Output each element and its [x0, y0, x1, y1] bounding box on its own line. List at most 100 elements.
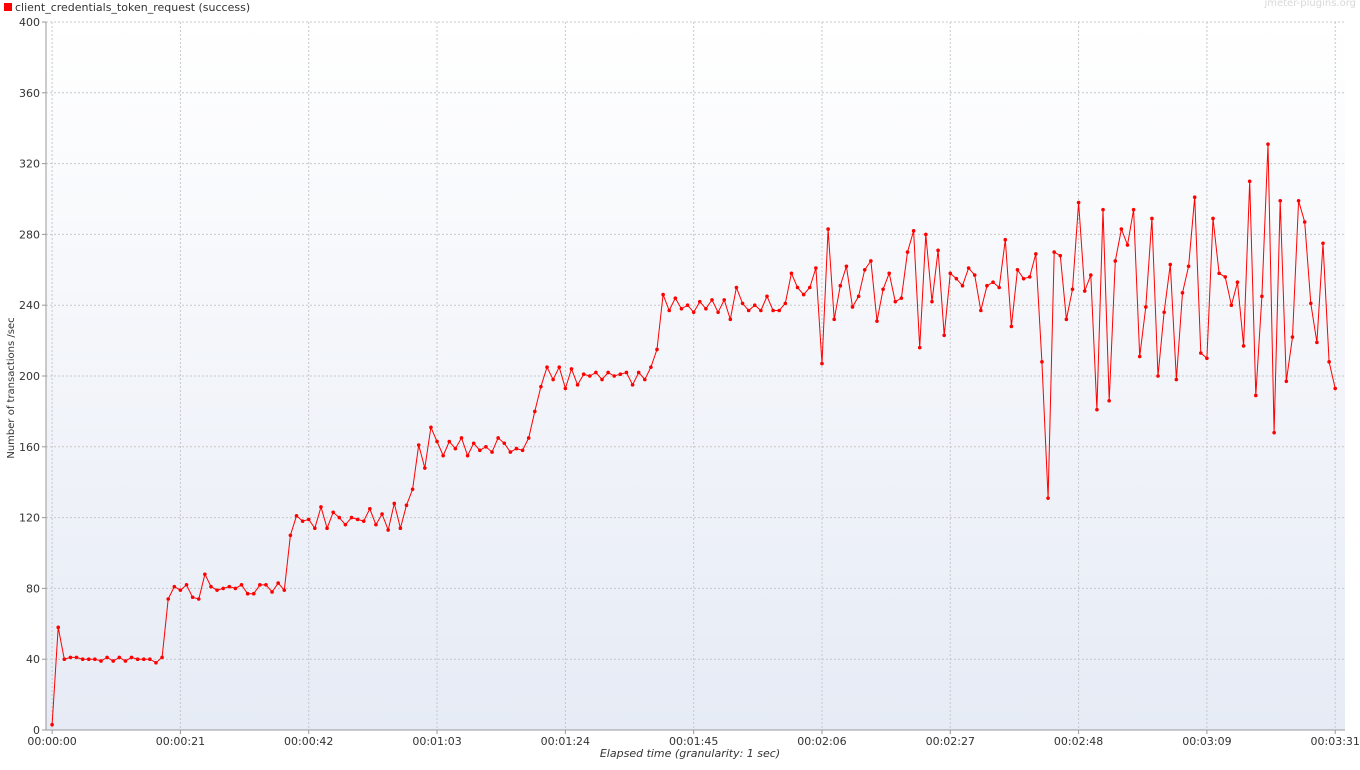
data-point	[869, 259, 873, 263]
data-point	[514, 446, 519, 451]
data-point	[141, 657, 146, 661]
data-point	[410, 487, 415, 492]
data-point	[569, 367, 574, 371]
data-point	[1247, 179, 1252, 184]
data-point	[911, 229, 916, 233]
data-point	[600, 377, 604, 382]
data-point	[300, 519, 305, 523]
data-point	[386, 528, 390, 532]
data-point	[111, 659, 116, 663]
data-point	[148, 657, 152, 661]
data-point	[1327, 360, 1331, 364]
data-point	[710, 298, 714, 302]
data-point	[1260, 294, 1264, 299]
data-point	[1205, 356, 1209, 361]
data-point	[465, 453, 470, 458]
data-point	[441, 453, 445, 458]
data-point	[190, 595, 195, 600]
data-point	[752, 303, 757, 308]
data-point	[587, 374, 592, 378]
data-point	[319, 505, 323, 509]
data-point	[233, 586, 238, 591]
data-point	[728, 317, 733, 322]
data-point	[1095, 407, 1099, 412]
data-point	[62, 657, 67, 661]
data-point	[1015, 268, 1020, 272]
data-point	[1284, 379, 1289, 384]
data-point	[270, 590, 274, 594]
data-point	[734, 285, 739, 290]
data-point	[722, 298, 727, 302]
data-point	[184, 583, 189, 587]
data-point	[502, 441, 507, 446]
data-point	[74, 655, 79, 660]
data-point	[759, 308, 763, 313]
data-point	[1040, 360, 1044, 364]
data-point	[1192, 195, 1197, 200]
data-point	[172, 584, 177, 589]
data-point	[1217, 271, 1221, 276]
data-point	[239, 583, 244, 587]
data-point	[68, 655, 73, 660]
data-point	[453, 446, 458, 451]
data-point	[795, 285, 800, 290]
data-point	[129, 655, 134, 660]
y-tick-label: 320	[19, 158, 40, 171]
data-point	[1156, 374, 1160, 378]
x-tick-label: 00:02:48	[1054, 735, 1103, 748]
data-point	[985, 283, 989, 288]
data-point	[814, 266, 818, 270]
data-point	[875, 319, 879, 323]
data-point	[508, 450, 513, 454]
data-point	[1174, 377, 1179, 382]
x-tick-label: 00:01:03	[412, 735, 461, 748]
x-tick-label: 00:02:06	[797, 735, 846, 748]
data-point	[606, 370, 610, 375]
y-tick-label: 0	[33, 724, 40, 737]
data-point	[1137, 354, 1142, 359]
data-point	[209, 584, 213, 589]
data-point	[404, 503, 409, 508]
data-point	[1021, 276, 1026, 281]
data-point	[991, 280, 995, 284]
data-point	[1315, 340, 1319, 345]
data-point	[740, 301, 745, 306]
data-point	[1131, 207, 1136, 212]
data-point	[368, 506, 372, 511]
data-point	[398, 526, 403, 531]
data-point	[1266, 142, 1270, 146]
data-point	[691, 310, 696, 315]
data-point	[704, 306, 708, 311]
x-tick-label: 00:03:31	[1311, 735, 1360, 748]
y-axis-label: Number of transactions /sec	[6, 317, 17, 458]
data-point	[948, 271, 953, 276]
data-point	[771, 308, 775, 313]
data-point	[1034, 252, 1038, 256]
data-point	[490, 450, 494, 454]
data-point	[765, 294, 769, 299]
data-point	[893, 299, 898, 304]
data-point	[838, 283, 843, 288]
data-point	[203, 572, 207, 577]
data-point	[856, 294, 861, 299]
data-point	[716, 310, 720, 315]
data-point	[227, 584, 232, 589]
data-point	[282, 588, 287, 592]
data-point	[471, 441, 476, 446]
data-point	[154, 660, 158, 665]
data-point	[135, 657, 140, 661]
data-point	[1290, 335, 1295, 339]
data-point	[594, 370, 598, 375]
y-tick-label: 160	[19, 441, 40, 454]
data-point	[954, 276, 959, 281]
y-tick-label: 360	[19, 87, 40, 100]
data-point	[215, 588, 219, 592]
data-point	[392, 501, 397, 506]
data-point	[979, 308, 983, 313]
data-point	[820, 361, 824, 366]
data-point	[972, 273, 977, 277]
data-point	[355, 517, 360, 522]
x-tick-label: 00:01:45	[669, 735, 718, 748]
data-point	[673, 296, 678, 300]
